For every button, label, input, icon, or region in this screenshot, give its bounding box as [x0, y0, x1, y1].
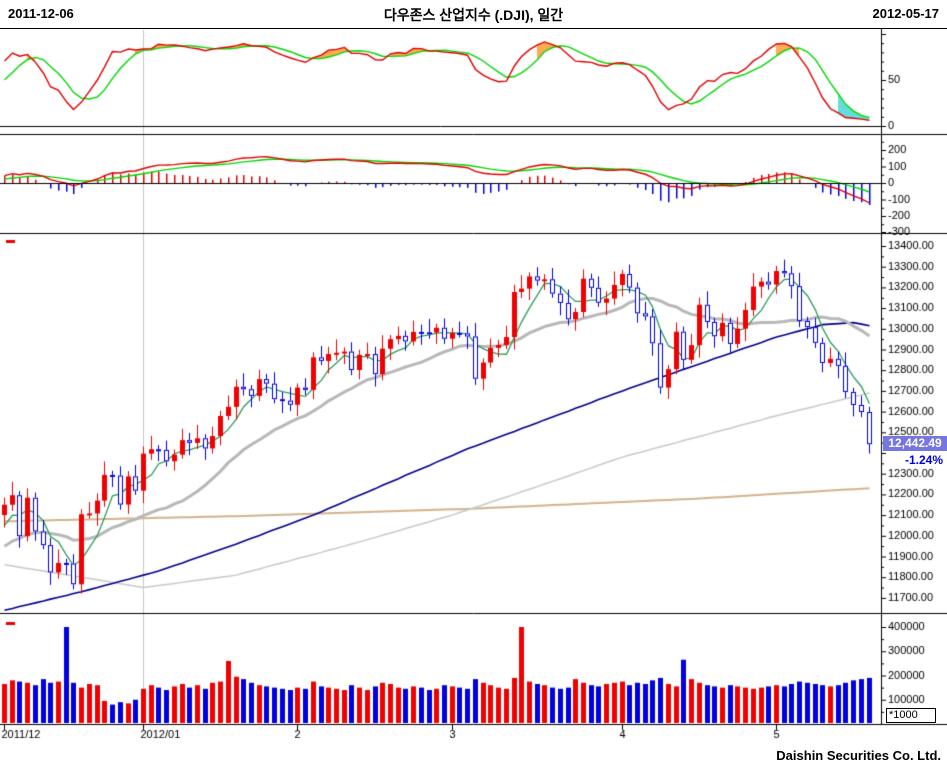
change-percent-label: -1.24%: [904, 453, 943, 467]
chart-title: 다우존스 산업지수 (.DJI), 일간: [383, 7, 564, 23]
brand-label: Daishin Securities Co. Ltd.: [776, 748, 941, 763]
footer: Daishin Securities Co. Ltd.: [0, 746, 947, 767]
start-date-label: 2011-12-06: [8, 6, 74, 21]
chart-header: 2011-12-06 다우존스 산업지수 (.DJI), 일간 2012-05-…: [0, 0, 947, 29]
volume-unit-label: *1000: [886, 708, 936, 723]
end-date-label: 2012-05-17: [872, 6, 940, 21]
chart-stage: 12,442.49 -1.24% *1000: [0, 29, 947, 746]
last-price-tag: 12,442.49: [883, 436, 947, 451]
price-chart-canvas[interactable]: [0, 29, 947, 746]
